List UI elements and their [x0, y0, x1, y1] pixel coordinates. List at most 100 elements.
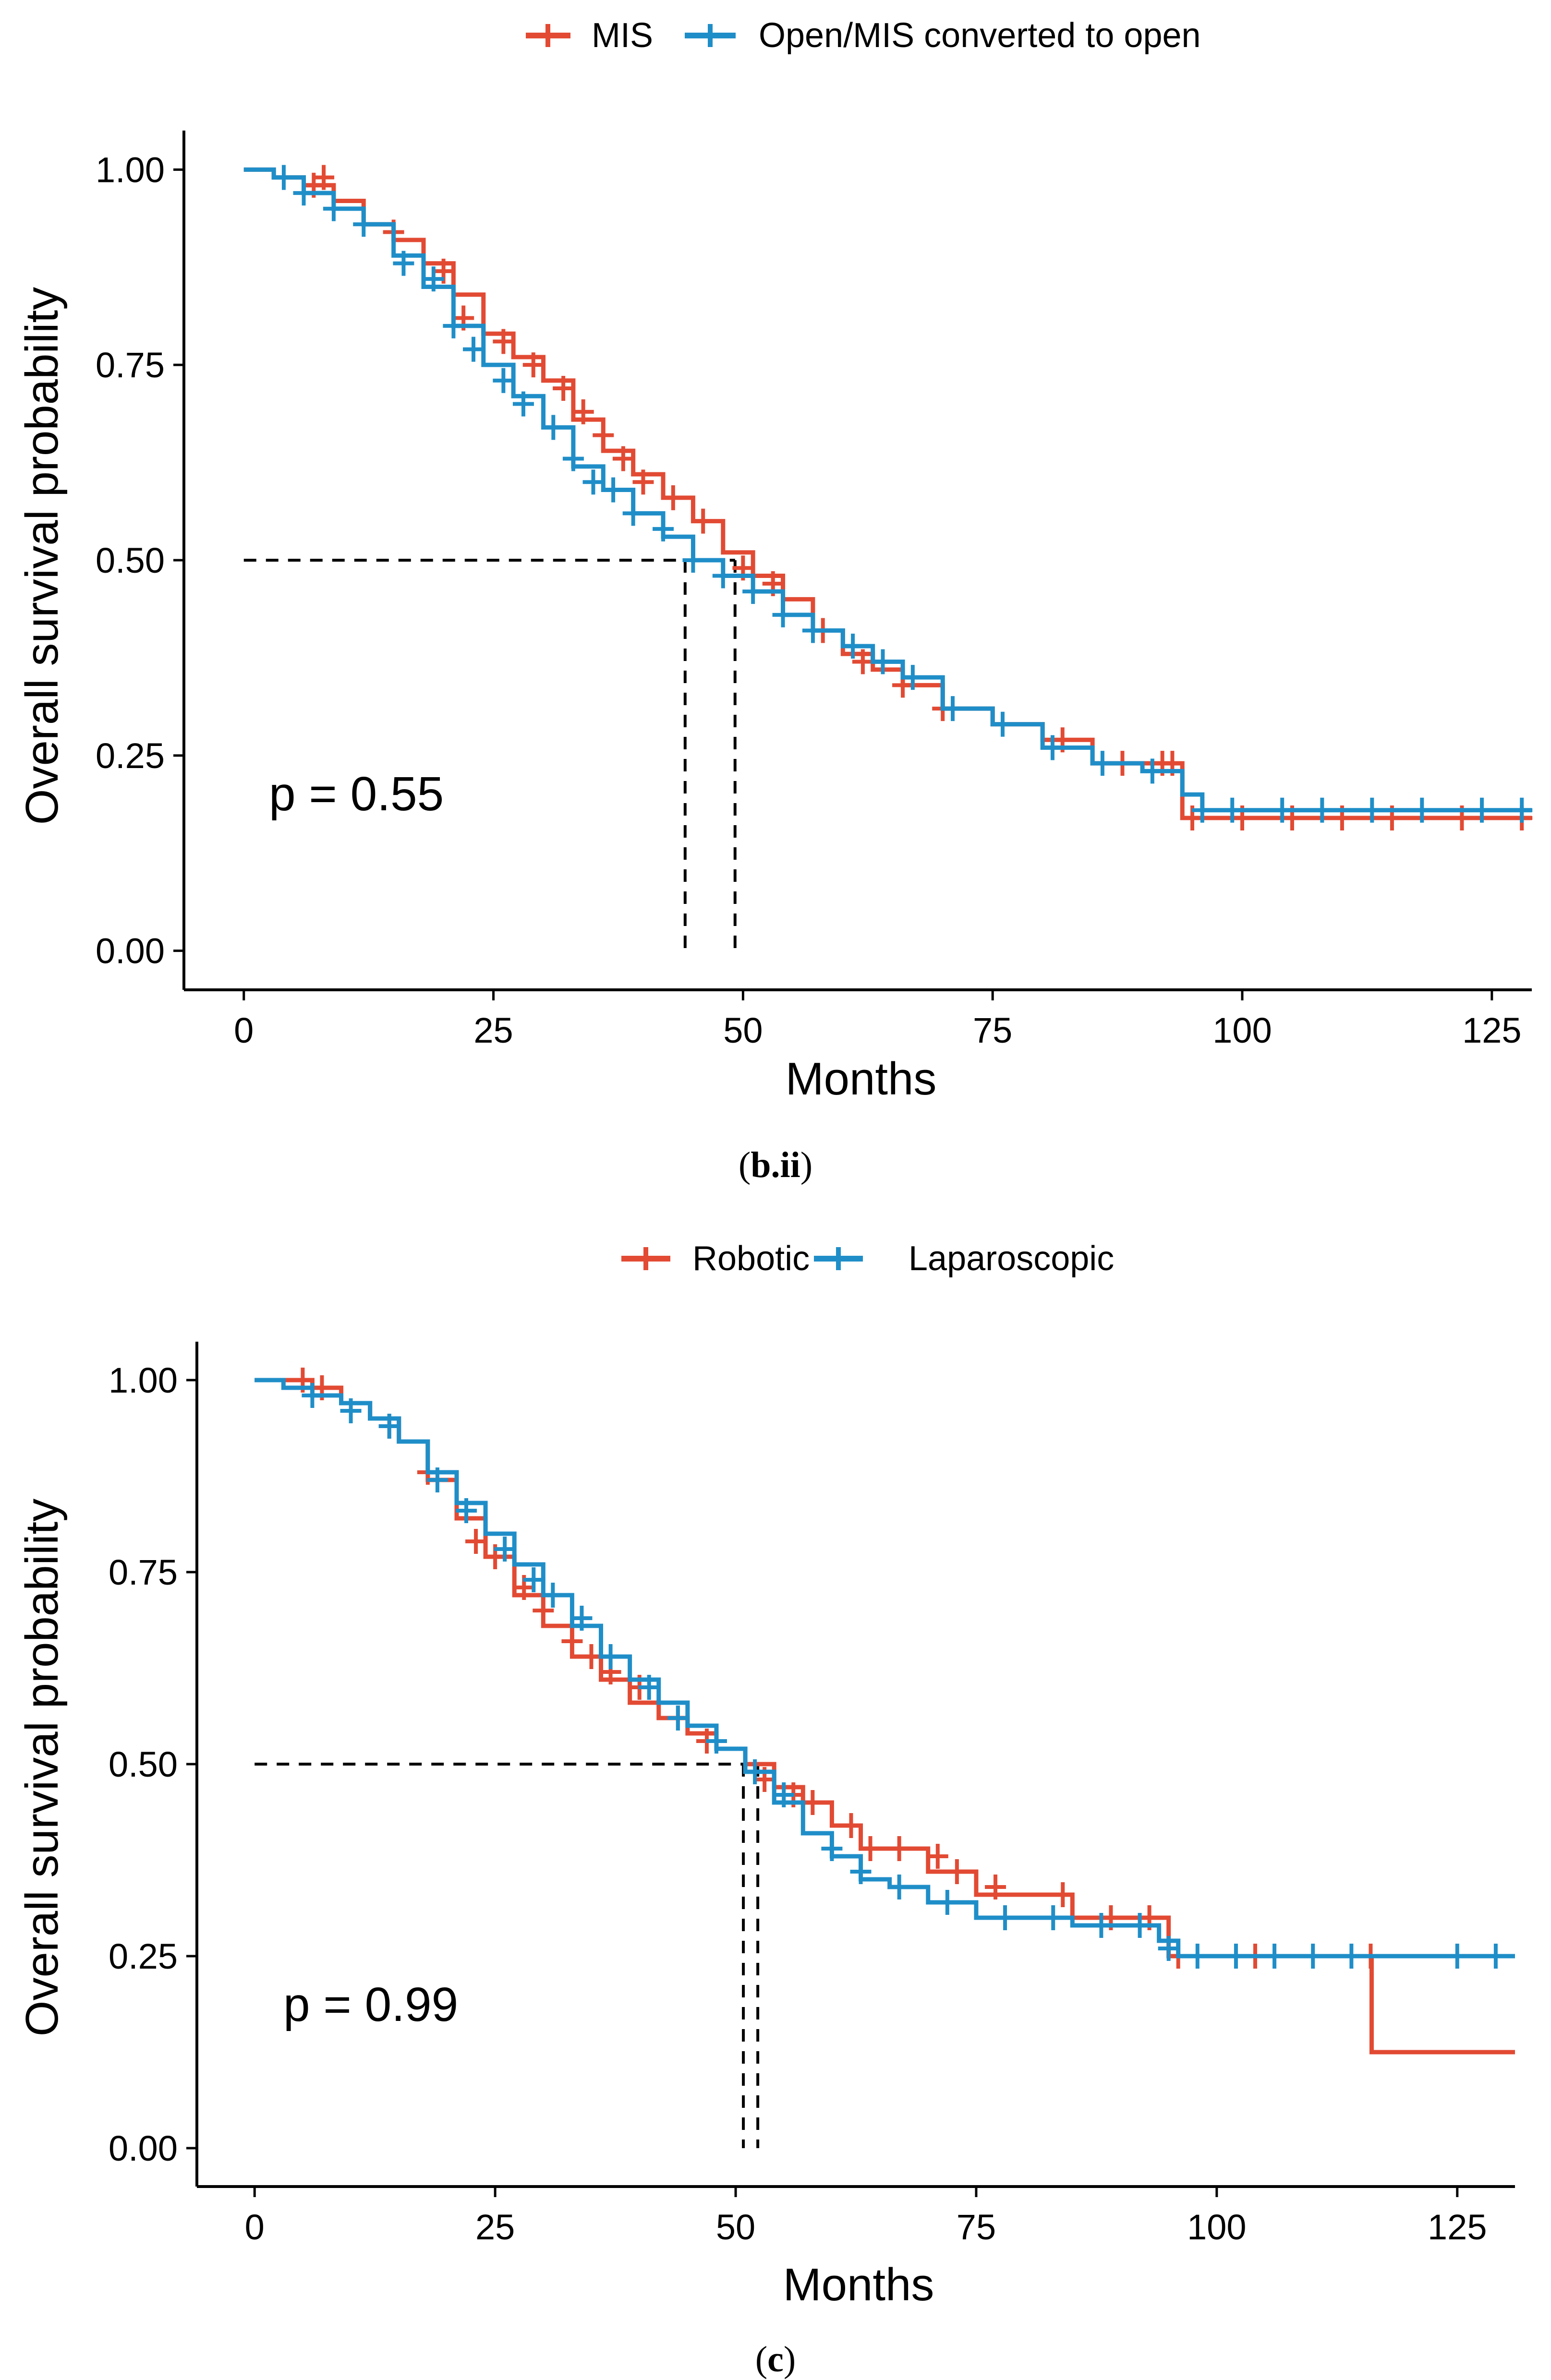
x-tick-label: 75 [973, 1010, 1012, 1050]
legend: MIS Open/MIS converted to open [526, 16, 1201, 55]
censor-mark-mis [313, 165, 335, 190]
censor-mark-laparoscopic [1129, 1913, 1151, 1938]
y-tick-label: 0.50 [109, 1744, 178, 1784]
censor-mark-open-mis-converted-to-open [1222, 797, 1243, 823]
x-axis-title: Months [786, 1053, 937, 1105]
caption-paren-open: ( [739, 1145, 751, 1185]
legend-item-open: Open/MIS converted to open [685, 16, 1201, 55]
censor-mark-open-mis-converted-to-open [562, 446, 584, 471]
censor-mark-open-mis-converted-to-open [603, 477, 624, 503]
censor-mark-open-mis-converted-to-open [1511, 797, 1533, 823]
legend-item-laparoscopic: Laparoscopic [814, 1239, 1114, 1278]
censor-mark-open-mis-converted-to-open [582, 469, 604, 495]
censor-mark-robotic [1052, 1882, 1074, 1907]
censor-mark-open-mis-converted-to-open [493, 368, 514, 393]
censor-mark-laparoscopic [1446, 1944, 1468, 1969]
censor-mark-open-mis-converted-to-open [872, 649, 894, 674]
censor-mark-open-mis-converted-to-open [682, 548, 704, 573]
y-tick-label: 0.50 [96, 541, 165, 580]
censor-mark-laparoscopic [936, 1890, 958, 1915]
censor-mark-open-mis-converted-to-open [443, 313, 464, 338]
censor-mark-laparoscopic [1158, 1936, 1179, 1961]
censor-mark-open-mis-converted-to-open [353, 212, 375, 237]
legend-label-open: Open/MIS converted to open [759, 16, 1201, 55]
x-tick-label: 100 [1187, 2207, 1246, 2247]
censor-mark-laparoscopic [523, 1567, 545, 1592]
x-tick-label: 25 [473, 1010, 513, 1050]
censor-mark-mis [572, 399, 594, 424]
y-tick-label: 0.00 [96, 931, 165, 971]
censor-mark-open-mis-converted-to-open [323, 196, 344, 221]
caption-paren-close: ) [800, 1145, 812, 1185]
censor-mark-open-mis-converted-to-open [512, 391, 534, 417]
censor-mark-open-mis-converted-to-open [942, 696, 964, 721]
censor-mark-open-mis-converted-to-open [462, 337, 484, 362]
censor-mark-open-mis-converted-to-open [772, 602, 794, 627]
caption-label: c [767, 2339, 784, 2380]
y-axis-title: Overall survival probability [16, 287, 68, 825]
censor-mark-open-mis-converted-to-open [653, 516, 674, 541]
censor-mark-open-mis-converted-to-open [622, 501, 644, 526]
caption-label: b.ii [751, 1145, 800, 1185]
x-tick-label: 100 [1212, 1010, 1272, 1050]
censor-mark-mis [593, 422, 614, 448]
y-tick-label: 1.00 [109, 1360, 178, 1400]
censor-mark-laparoscopic [426, 1467, 448, 1492]
km-panel-c: Robotic Laparoscopic 0.00 0.25 0.50 0.75 1.0… [16, 1239, 1515, 2380]
km-panel-b-ii: MIS Open/MIS converted to open 0.00 0.25 0… [16, 16, 1533, 1185]
censor-mark-open-mis-converted-to-open [842, 634, 864, 659]
censor-mark-laparoscopic [773, 1782, 795, 1807]
y-tick-label: 0.25 [109, 1936, 178, 1976]
x-tick-label: 50 [723, 1010, 763, 1050]
censor-mark-laparoscopic [705, 1729, 727, 1754]
censor-mark-robotic [927, 1844, 948, 1869]
censor-mark-robotic [561, 1629, 583, 1654]
y-tick-label: 0.75 [109, 1552, 178, 1592]
censor-mark-laparoscopic [1091, 1913, 1112, 1938]
censor-mark-laparoscopic [378, 1414, 400, 1439]
censor-mark-open-mis-converted-to-open [902, 665, 923, 690]
censor-mark-robotic [946, 1859, 968, 1884]
censor-mark-open-mis-converted-to-open [1091, 751, 1113, 776]
p-value-annotation: p = 0.99 [283, 1978, 458, 2031]
censor-mark-robotic [888, 1836, 910, 1861]
censor-mark-mis [522, 352, 544, 378]
censor-mark-robotic [840, 1813, 862, 1838]
censor-mark-open-mis-converted-to-open [1042, 735, 1063, 760]
censor-mark-laparoscopic [888, 1875, 910, 1899]
censor-mark-mis [612, 446, 634, 471]
y-axis-title: Overall survival probability [16, 1499, 68, 2036]
legend-label-mis: MIS [592, 16, 653, 55]
censor-mark-laparoscopic [1485, 1944, 1506, 1969]
legend: Robotic Laparoscopic [621, 1239, 1114, 1278]
legend-label-laparoscopic: Laparoscopic [909, 1239, 1114, 1278]
censor-mark-open-mis-converted-to-open [1191, 797, 1213, 823]
y-tick-label: 0.25 [96, 736, 165, 776]
censor-mark-open-mis-converted-to-open [1471, 797, 1493, 823]
panel-caption: (c) [755, 2339, 796, 2380]
censor-mark-laparoscopic [1225, 1944, 1247, 1969]
censor-mark-open-mis-converted-to-open [1361, 797, 1383, 823]
censor-mark-laparoscopic [1341, 1944, 1362, 1969]
x-tick-label: 75 [957, 2207, 996, 2247]
censor-mark-open-mis-converted-to-open [273, 165, 294, 190]
censor-mark-laparoscopic [850, 1859, 872, 1884]
censor-mark-open-mis-converted-to-open [1272, 797, 1293, 823]
x-tick-label: 125 [1428, 2207, 1487, 2247]
x-tick-label: 0 [245, 2207, 265, 2247]
legend-item-robotic: Robotic [621, 1239, 810, 1278]
censor-mark-laparoscopic [571, 1606, 593, 1631]
censor-mark-laparoscopic [994, 1905, 1016, 1930]
censor-mark-laparoscopic [456, 1498, 477, 1523]
x-tick-label: 50 [716, 2207, 755, 2247]
x-tick-label: 125 [1462, 1010, 1521, 1050]
censor-mark-robotic [802, 1790, 824, 1815]
p-value-annotation: p = 0.55 [269, 767, 444, 821]
censor-mark-laparoscopic [600, 1644, 621, 1669]
censor-mark-laparoscopic [744, 1759, 766, 1784]
censor-mark-mis [692, 508, 714, 534]
censor-mark-mis [632, 469, 654, 495]
y-tick-label: 1.00 [96, 150, 165, 190]
